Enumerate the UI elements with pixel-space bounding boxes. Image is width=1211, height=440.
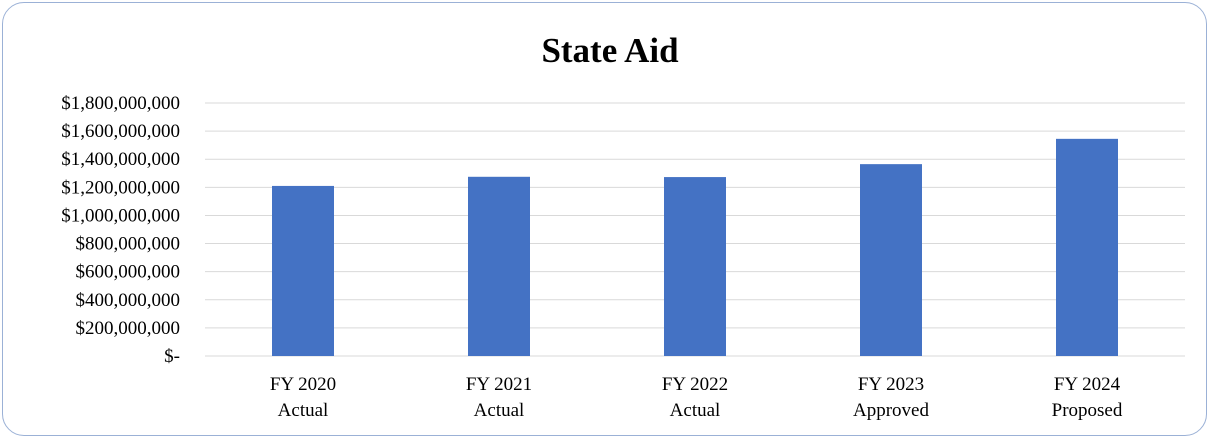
y-tick-label: $1,800,000,000 xyxy=(61,93,180,114)
x-axis-ticks: FY 2020 Actual FY 2021 Actual FY 2022 Actual F… xyxy=(270,374,1123,421)
bar xyxy=(468,176,530,356)
bar xyxy=(664,177,726,356)
bar xyxy=(860,164,922,356)
y-tick-label: $800,000,000 xyxy=(76,234,181,255)
bar xyxy=(272,185,334,356)
y-tick-label: $400,000,000 xyxy=(76,290,181,311)
x-tick-label: Proposed xyxy=(1052,400,1123,421)
x-tick-label: FY 2020 xyxy=(270,374,336,395)
y-tick-label: $1,000,000,000 xyxy=(61,205,180,226)
y-tick-label: $1,600,000,000 xyxy=(61,121,180,142)
x-tick-label: FY 2022 xyxy=(662,374,728,395)
y-tick-label: $1,400,000,000 xyxy=(61,149,180,170)
y-axis-ticks: $- $200,000,000 $400,000,000 $600,000,000 $8… xyxy=(61,93,180,367)
x-tick-label: Actual xyxy=(670,400,721,421)
x-tick-label: Actual xyxy=(474,400,525,421)
x-tick-label: FY 2024 xyxy=(1054,374,1121,395)
bar xyxy=(1056,138,1118,356)
x-tick-label: Actual xyxy=(278,400,329,421)
x-tick-label: Approved xyxy=(853,400,929,421)
bars xyxy=(272,138,1118,356)
gridlines xyxy=(205,102,1185,357)
y-tick-label: $- xyxy=(164,346,180,367)
y-tick-label: $600,000,000 xyxy=(76,262,181,283)
y-tick-label: $1,200,000,000 xyxy=(61,177,180,198)
y-tick-label: $200,000,000 xyxy=(76,318,181,339)
chart-title: State Aid xyxy=(541,31,679,70)
x-tick-label: FY 2023 xyxy=(858,374,924,395)
x-tick-label: FY 2021 xyxy=(466,374,532,395)
